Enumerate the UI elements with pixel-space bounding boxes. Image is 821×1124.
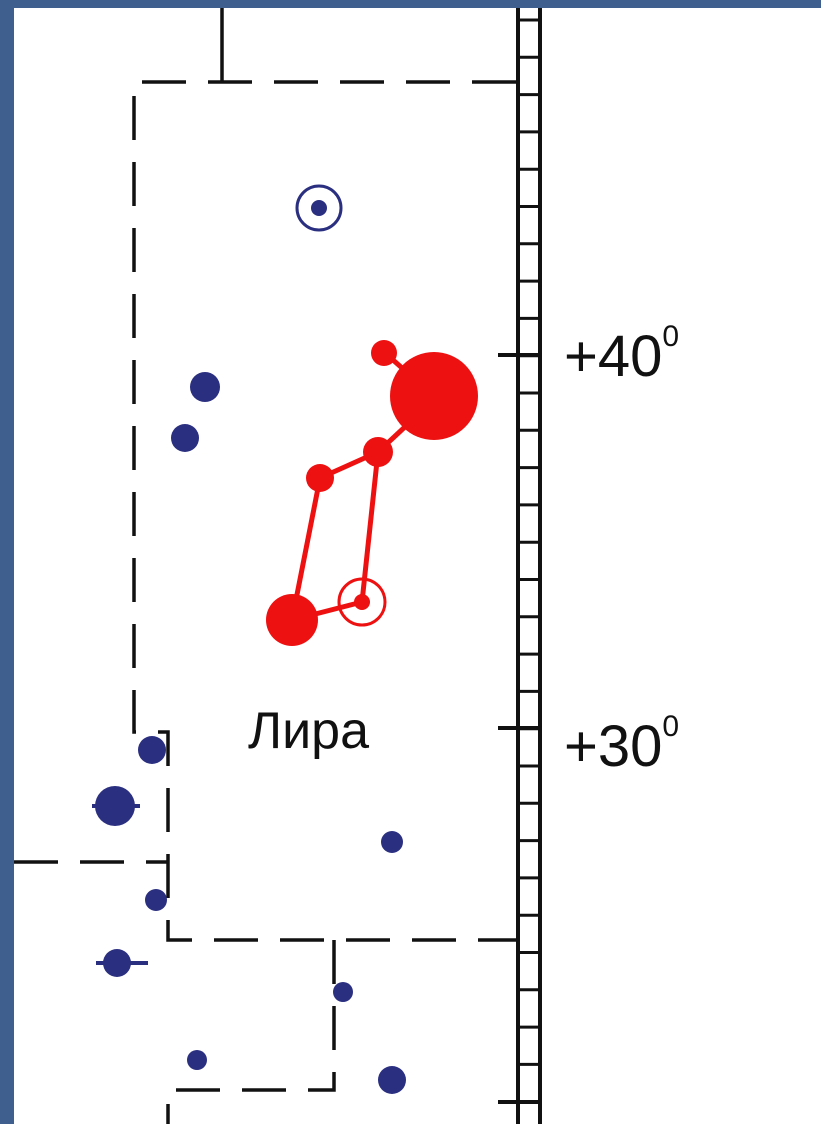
declination-label-40: +400: [564, 320, 679, 389]
zeta-lyrae-star: [363, 437, 393, 467]
star: [138, 736, 166, 764]
star: [190, 372, 220, 402]
variable-star-ring-blue: [295, 184, 343, 232]
star-ticks: [92, 804, 148, 965]
lyra-stars: [266, 340, 478, 646]
star: [381, 831, 403, 853]
star: [187, 1050, 207, 1070]
lyra-boundary: [132, 80, 516, 942]
delta-lyrae-star: [306, 464, 334, 492]
declination-label-30: +300: [564, 710, 679, 779]
star: [171, 424, 199, 452]
star: [378, 1066, 406, 1094]
variable-star-ring-red: [337, 577, 387, 627]
scale-ticks: [518, 18, 540, 1104]
epsilon-lyrae-star: [371, 340, 397, 366]
star: [333, 982, 353, 1002]
variable-star-blue: [311, 200, 327, 216]
gamma-lyrae-star: [266, 594, 318, 646]
constellation-label: Лира: [248, 702, 369, 760]
constellation-boundaries: [14, 80, 516, 1124]
star: [145, 889, 167, 911]
chart-background: [14, 8, 821, 1124]
boundary-bottom-segment: [166, 940, 336, 1124]
declination-scale: [498, 8, 542, 1124]
vega-star: [390, 352, 478, 440]
beta-lyrae-star: [354, 594, 370, 610]
